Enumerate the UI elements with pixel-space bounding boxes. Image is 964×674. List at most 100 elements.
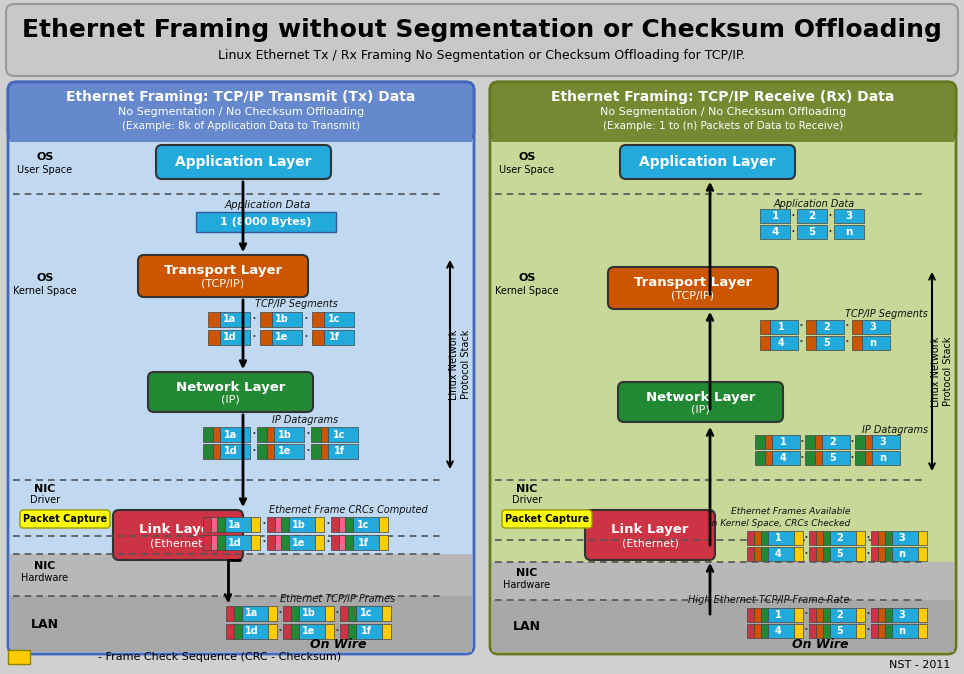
Bar — [267, 535, 275, 550]
Bar — [852, 336, 862, 350]
Text: OS: OS — [519, 152, 536, 162]
Text: Network Layer: Network Layer — [175, 381, 285, 394]
Text: High Ethernet TCP/IP Frame Rate: High Ethernet TCP/IP Frame Rate — [688, 595, 850, 605]
Bar — [754, 547, 761, 561]
Bar — [815, 435, 822, 449]
Text: On Wire: On Wire — [309, 638, 366, 652]
Bar — [765, 435, 772, 449]
Text: Driver: Driver — [512, 495, 542, 505]
Bar — [755, 435, 765, 449]
Bar — [754, 608, 761, 622]
Bar — [747, 608, 754, 622]
Text: Ethernet Framing: TCP/IP Transmit (Tx) Data: Ethernet Framing: TCP/IP Transmit (Tx) D… — [67, 90, 415, 104]
Text: (IP): (IP) — [221, 394, 240, 404]
Bar — [275, 517, 281, 532]
Bar — [353, 535, 379, 550]
Text: 1: 1 — [775, 533, 782, 543]
Bar — [830, 547, 856, 561]
Bar — [356, 606, 382, 621]
Text: ·: · — [804, 623, 809, 638]
FancyBboxPatch shape — [20, 510, 110, 528]
Text: 1f: 1f — [334, 446, 344, 456]
Bar — [747, 624, 754, 638]
Bar — [260, 330, 272, 345]
Bar — [325, 624, 334, 639]
Bar — [217, 517, 225, 532]
Text: ·: · — [306, 427, 310, 442]
Bar — [203, 535, 211, 550]
Bar — [321, 444, 328, 459]
Bar — [272, 312, 302, 327]
Bar — [768, 531, 794, 545]
Bar — [878, 531, 885, 545]
Text: NIC: NIC — [35, 484, 56, 494]
Bar — [865, 435, 872, 449]
Text: ·: · — [844, 336, 849, 350]
Bar — [822, 435, 850, 449]
Bar — [325, 606, 334, 621]
Text: On Wire: On Wire — [791, 638, 848, 650]
Text: ·: · — [335, 606, 339, 621]
Text: n: n — [845, 227, 853, 237]
Bar — [283, 624, 291, 639]
Bar — [760, 209, 790, 223]
Bar — [225, 517, 251, 532]
Bar — [885, 608, 892, 622]
Bar — [871, 624, 878, 638]
Bar — [754, 624, 761, 638]
Text: (Ethernet): (Ethernet) — [149, 539, 206, 549]
Bar — [324, 312, 354, 327]
Text: ·: · — [790, 208, 795, 224]
Bar — [794, 531, 803, 545]
Text: 1b: 1b — [278, 429, 292, 439]
Bar — [747, 531, 754, 545]
Bar — [809, 608, 816, 622]
Bar — [871, 547, 878, 561]
Bar — [10, 554, 472, 596]
Bar — [856, 608, 865, 622]
Text: User Space: User Space — [17, 165, 72, 175]
Bar — [260, 312, 272, 327]
Text: ·: · — [804, 547, 809, 561]
Text: Transport Layer: Transport Layer — [634, 276, 752, 289]
Text: 3: 3 — [870, 322, 876, 332]
Bar — [885, 531, 892, 545]
Bar — [226, 606, 234, 621]
Text: 5: 5 — [823, 338, 830, 348]
Bar — [794, 608, 803, 622]
Bar — [356, 624, 382, 639]
Text: 1c: 1c — [328, 315, 340, 324]
Text: 1d: 1d — [245, 627, 259, 636]
Text: IP Datagrams: IP Datagrams — [862, 425, 928, 435]
Bar — [10, 120, 472, 142]
Text: ·: · — [849, 450, 854, 466]
Text: Ethernet Frame CRCs Computed: Ethernet Frame CRCs Computed — [269, 505, 428, 515]
Text: ·: · — [827, 224, 833, 239]
Text: LAN: LAN — [31, 617, 59, 630]
Text: ·: · — [304, 312, 308, 327]
Text: (Example: 1 to (n) Packets of Data to Receive): (Example: 1 to (n) Packets of Data to Re… — [602, 121, 844, 131]
Text: n: n — [898, 626, 905, 636]
Bar — [797, 225, 827, 239]
Bar — [225, 535, 251, 550]
Text: (TCP/IP): (TCP/IP) — [201, 278, 245, 288]
Bar — [761, 531, 768, 545]
Bar — [822, 451, 850, 465]
Text: ·: · — [304, 330, 308, 345]
Bar — [823, 608, 830, 622]
Bar — [794, 547, 803, 561]
Text: TCP/IP Segments: TCP/IP Segments — [845, 309, 928, 319]
Bar — [345, 517, 353, 532]
Bar — [328, 427, 358, 442]
Text: 1e: 1e — [292, 537, 306, 547]
Text: In Kernel Space, CRCs Checked: In Kernel Space, CRCs Checked — [709, 518, 850, 528]
Text: Ethernet TCP/IP Frames: Ethernet TCP/IP Frames — [281, 594, 395, 604]
Bar — [315, 535, 324, 550]
Bar — [274, 444, 304, 459]
Bar — [291, 624, 299, 639]
Bar — [339, 535, 345, 550]
Bar — [268, 624, 277, 639]
Bar — [805, 451, 815, 465]
Bar — [852, 320, 862, 334]
Text: 1f: 1f — [361, 627, 371, 636]
